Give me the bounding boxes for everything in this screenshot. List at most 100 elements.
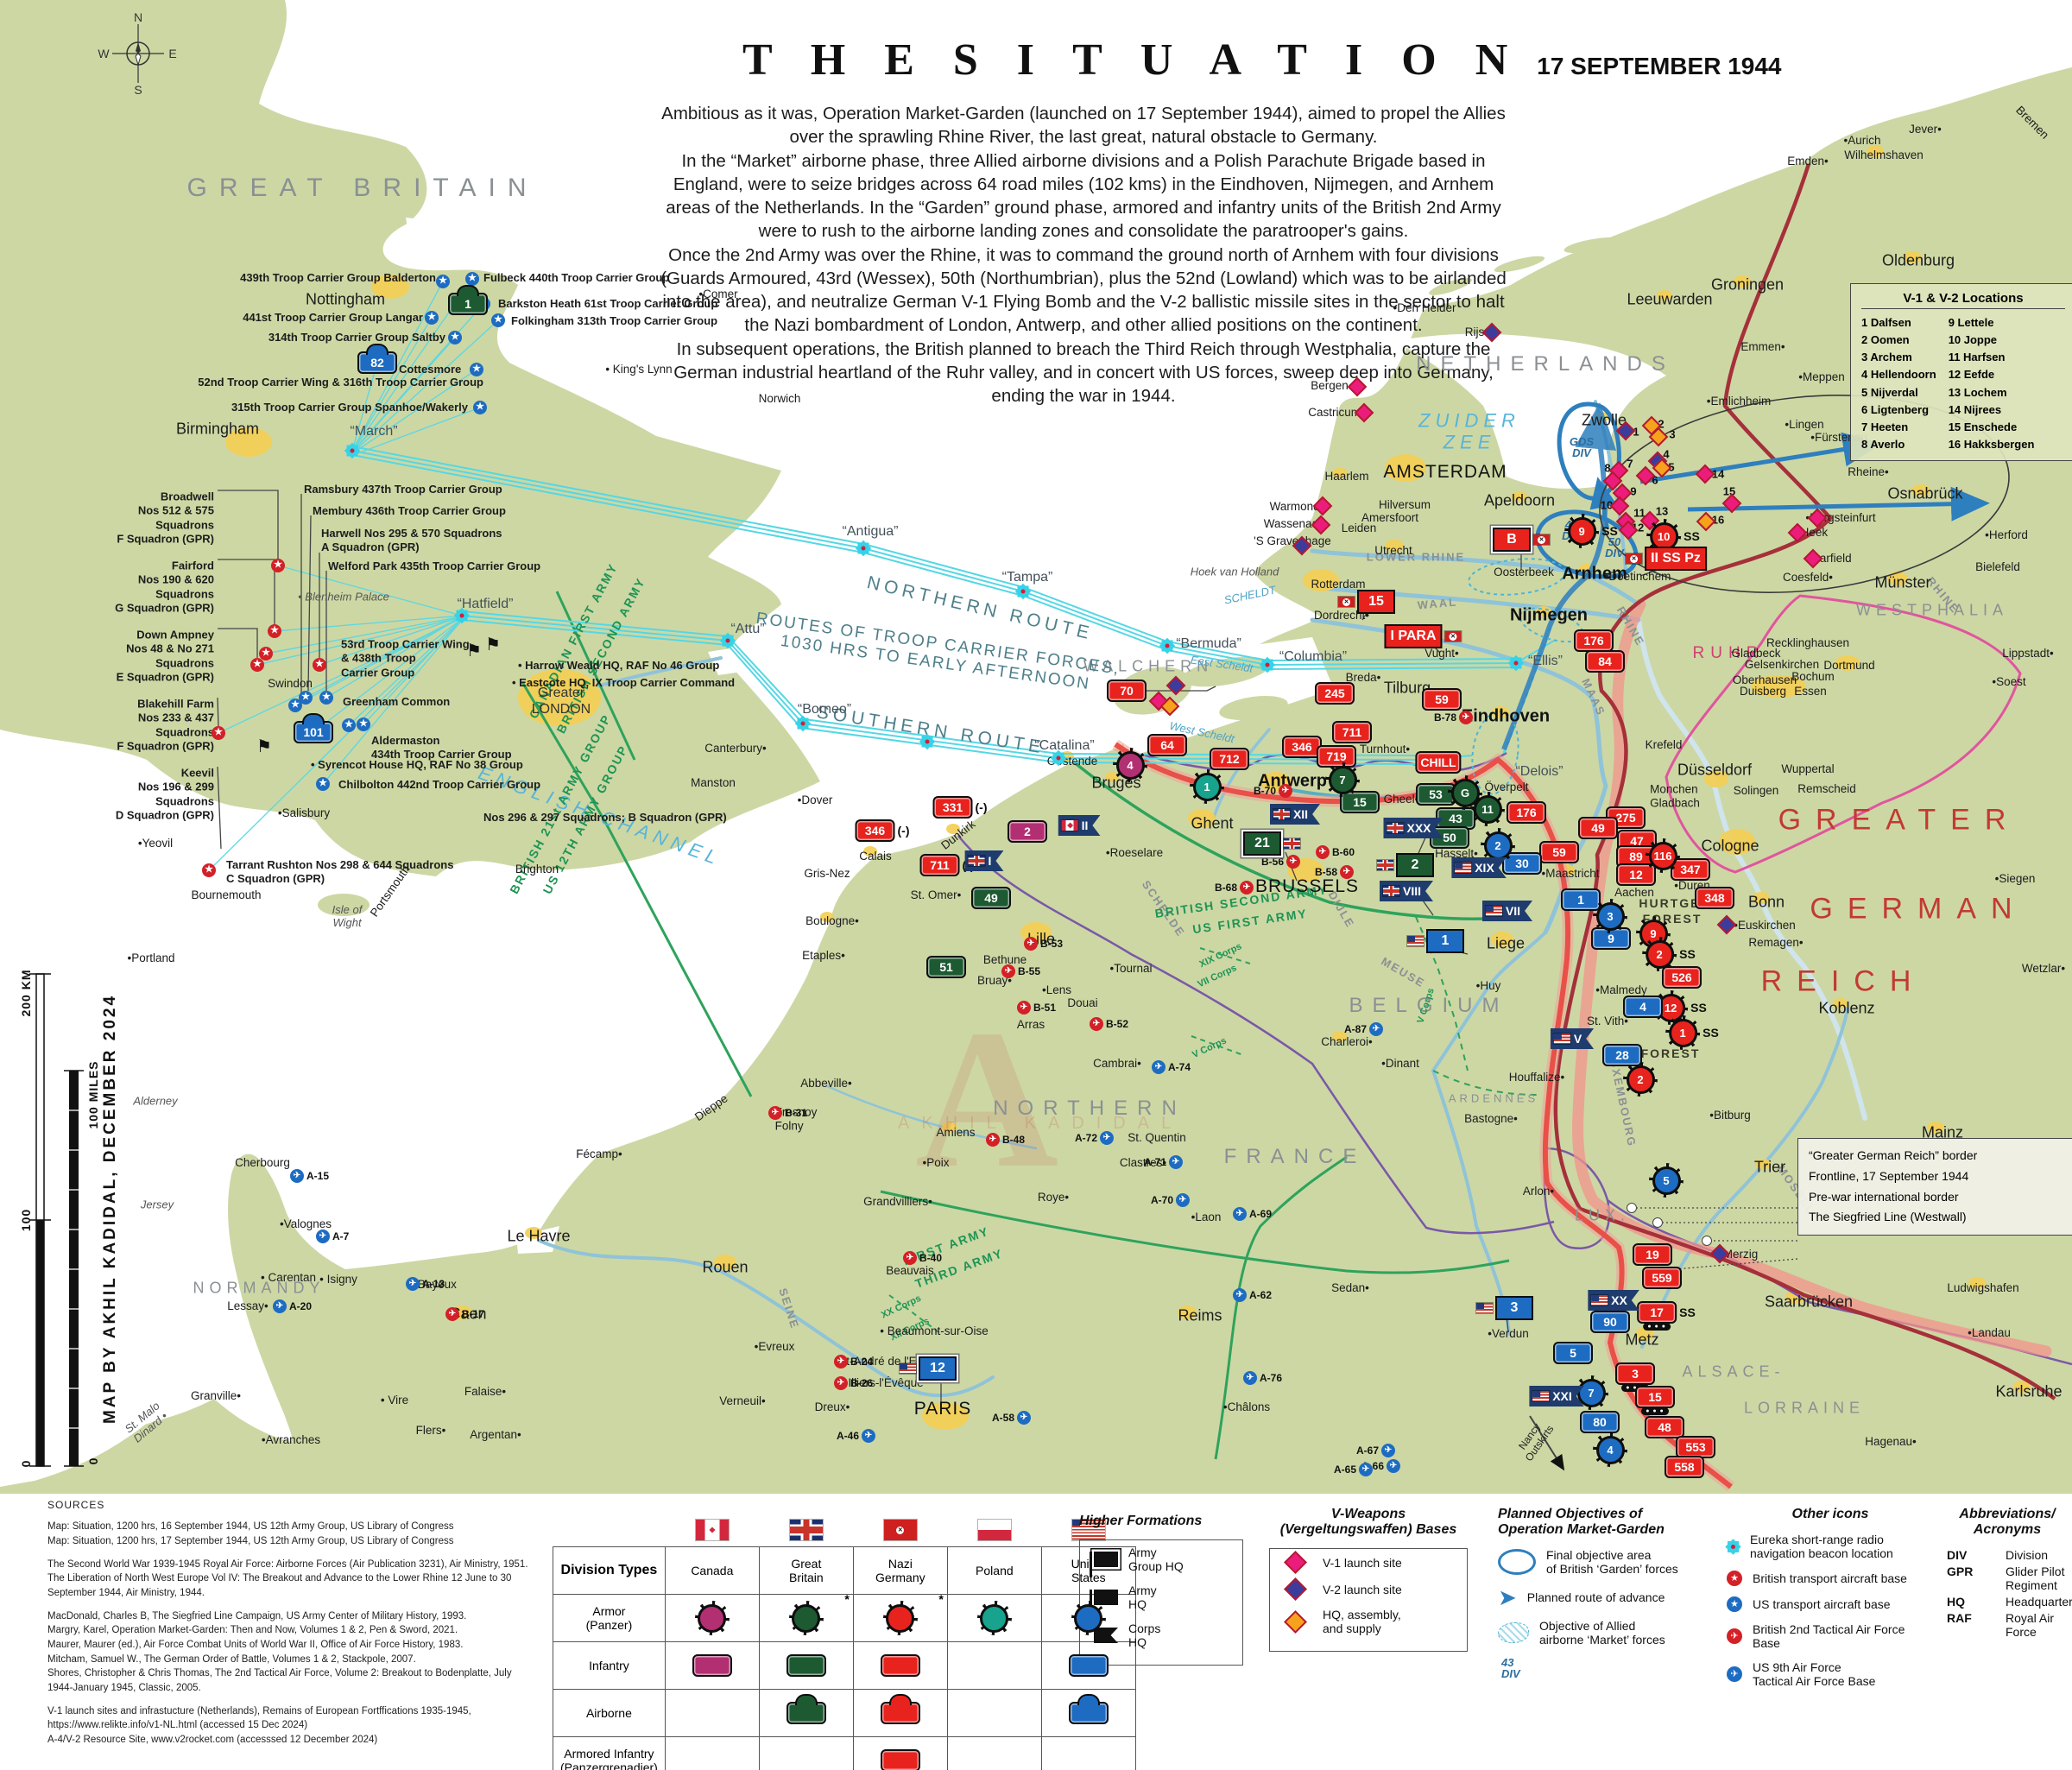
waypoint-label: “Tampa”	[1001, 569, 1053, 585]
objective-label: Planned route of advance	[1526, 1590, 1665, 1604]
advance-arrows	[1501, 401, 1990, 751]
aircraft-icon: ✈	[862, 1429, 875, 1443]
us-tactical-airfield: A-67 ✈	[1356, 1444, 1395, 1457]
airbase-label: Fairford Nos 190 & 620 Squadrons G Squad…	[115, 559, 214, 615]
airfield-code: B-40	[919, 1252, 943, 1264]
airbase-label: Aldermaston 434th Troop Carrier Group	[371, 733, 512, 761]
eureka-beacon-icon	[1050, 749, 1067, 767]
v-site-entry: 8 Averlo	[1861, 437, 1905, 451]
city-label: •Yeovil	[137, 837, 174, 850]
aircraft-icon: ✈	[1169, 1155, 1183, 1169]
v-site-entry: 2 Oomen	[1861, 333, 1910, 347]
acronym-meaning: Royal Air Force	[2006, 1611, 2055, 1639]
city-label: Sedan•	[1331, 1281, 1369, 1295]
objective-row: Final objective area of British ‘Garden’…	[1498, 1548, 1714, 1576]
airborne-division-marker: 82	[357, 344, 397, 374]
city-label: Gladbeck	[1731, 647, 1781, 661]
city-label: •Evreux	[754, 1340, 795, 1354]
armor-division-marker	[788, 1601, 824, 1635]
city-label: Oberhausen	[1732, 673, 1797, 687]
waypoint-label: “Delois”	[1515, 763, 1563, 779]
british-transport-base-icon: ★	[313, 658, 326, 672]
eureka-beacon-icon	[919, 733, 936, 750]
vsite-number: 4	[1663, 447, 1670, 461]
airfield-code: A-46	[836, 1430, 859, 1442]
british-tactical-airfield: ✈ B-24	[834, 1355, 873, 1369]
city-label: Ludwigshafen	[1947, 1281, 2019, 1295]
airfield-code: A-62	[1249, 1289, 1273, 1301]
us-tactical-airfield: ✈ A-62	[1233, 1288, 1272, 1302]
city-label: Hasselt•	[1435, 847, 1478, 861]
city-label: Birmingham	[175, 420, 260, 438]
airbase-label: Keevil Nos 196 & 299 Squadrons D Squadro…	[115, 766, 214, 822]
city-label: Reims	[1178, 1306, 1222, 1324]
airfield-code: A-72	[1074, 1132, 1097, 1144]
us-flag-icon	[900, 1363, 916, 1374]
map-title: T H E S I T U A T I O N	[742, 35, 1522, 85]
us-tactical-airfield: A-87 ✈	[1344, 1022, 1383, 1036]
objective-area-icon	[1498, 1549, 1536, 1575]
infantry-division-marker: 84	[1585, 650, 1625, 673]
vsite-number: 3	[1669, 427, 1676, 441]
city-label: Castricum•	[1308, 406, 1365, 420]
eureka-beacon-icon	[1725, 1538, 1741, 1555]
region-label: BELGIUM	[1349, 994, 1509, 1018]
sources-block: SOURCES Map: Situation, 1200 hrs, 16 Sep…	[47, 1498, 531, 1756]
vsite-number: 7	[1627, 457, 1633, 471]
vsite-number: 8	[1604, 461, 1611, 475]
airfield-code: A-13	[422, 1278, 445, 1290]
airbase-label: Greenham Common	[343, 694, 451, 708]
city-label: •Maastricht	[1541, 867, 1600, 881]
city-label: Bielefeld	[1975, 560, 2020, 574]
vsite-number: 6	[1652, 473, 1658, 487]
region-label: GREAT BRITAIN	[186, 173, 539, 202]
airfield-code: B-17	[462, 1308, 485, 1320]
city-label: Wassenaar•	[1263, 517, 1327, 531]
us-flag-icon	[1407, 936, 1424, 946]
infantry-division-marker	[1068, 1654, 1109, 1677]
city-label: •Emlichheim	[1706, 395, 1772, 408]
city-label: •Poix	[922, 1156, 950, 1170]
aircraft-icon: ✈	[834, 1355, 848, 1369]
airfield-code: B-52	[1106, 1018, 1129, 1030]
airfield-code: A-70	[1150, 1194, 1173, 1206]
annotation: GDS DIV	[1569, 435, 1595, 459]
corps-hq-flag-icon	[1094, 1628, 1118, 1643]
v-weapon-row: HQ, assembly, and supply	[1279, 1608, 1458, 1635]
city-label: PARIS	[913, 1398, 972, 1419]
airbase-label: • Eastcote HQ, IX Troop Carrier Command	[512, 675, 736, 689]
vsite-number: 9	[1630, 484, 1637, 498]
city-label: Merzig	[1722, 1248, 1759, 1261]
v2-site-icon	[1284, 1577, 1307, 1601]
city-label: Warmond•	[1269, 500, 1324, 514]
other-icon-row: Eureka short-range radio navigation beac…	[1725, 1533, 1934, 1560]
us-transport-base-icon: ★	[1727, 1596, 1742, 1612]
city-label: •Bayeux	[414, 1278, 457, 1292]
airfield-code: B-56	[1260, 856, 1284, 868]
corps-hq-flag: V	[1551, 1028, 1594, 1049]
us-transport-base-icon: ★	[491, 313, 505, 327]
airfield-code: B-24	[850, 1356, 874, 1368]
infantry-division-marker: 346	[1282, 736, 1322, 758]
scale-label: 200 KM	[18, 969, 33, 1017]
armor-division-marker: G	[1448, 775, 1482, 810]
armor-division-marker: 7	[1325, 762, 1360, 797]
city-label: Aachen	[1614, 886, 1654, 900]
city-label: •Euskirchen	[1734, 919, 1796, 932]
city-label: Norwich	[758, 392, 801, 406]
aircraft-icon: ✈	[1233, 1207, 1247, 1221]
de-flag-icon	[1444, 631, 1462, 642]
acronym-abbr: HQ	[1947, 1595, 1965, 1609]
city-label: Douai	[1067, 996, 1098, 1010]
aircraft-icon: ✈	[1024, 937, 1038, 951]
division-types-heading: Division Types	[553, 1546, 666, 1595]
parachute-icon	[302, 713, 325, 724]
infantry-division-marker: 176	[1574, 629, 1614, 652]
city-label: Oosterbeek	[1494, 566, 1554, 579]
v1-v2-box-title: V-1 & V-2 Locations	[1861, 291, 2065, 309]
city-label: Apeldoorn	[1483, 491, 1556, 509]
aircraft-icon: ✈	[1100, 1131, 1114, 1145]
city-label: Vught•	[1424, 647, 1459, 661]
city-label: Fresnoy Folny	[774, 1105, 818, 1132]
parachute-icon	[457, 285, 479, 296]
